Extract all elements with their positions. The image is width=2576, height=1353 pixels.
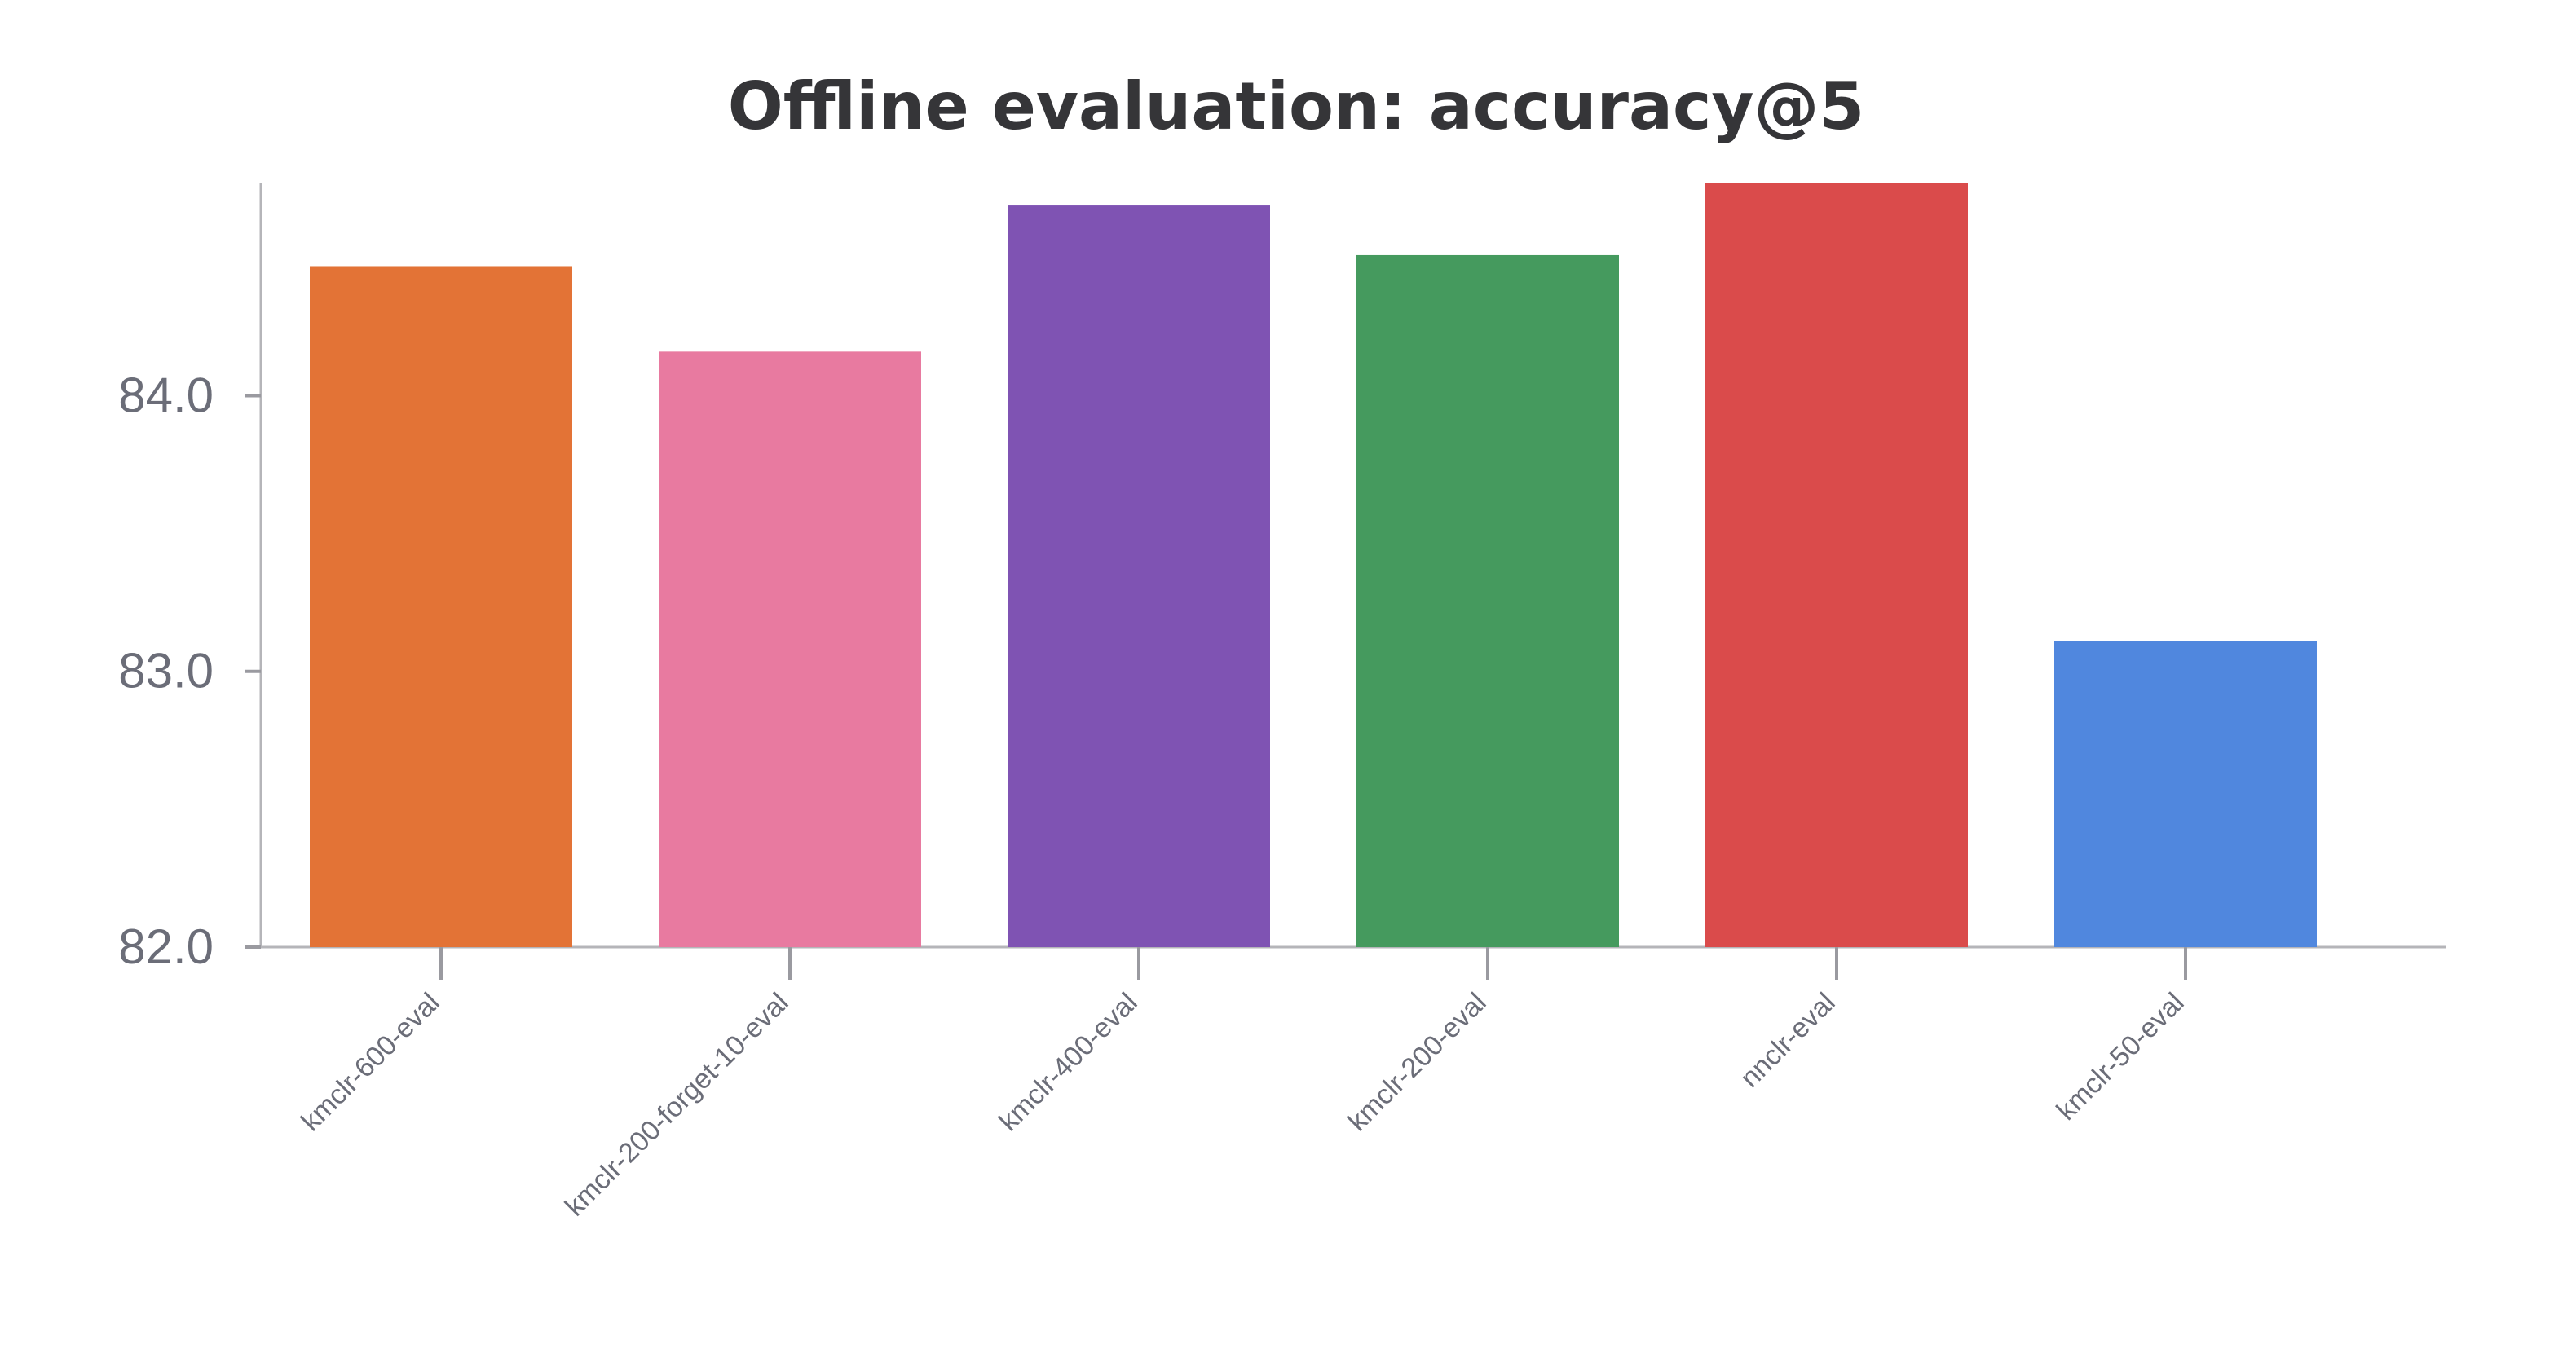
x-axis: kmclr-600-eval kmclr-200-forget-10-eval km…: [261, 945, 2446, 1223]
y-axis: 82.0 83.0 84.0: [118, 183, 262, 974]
x-tick-label: kmclr-200-forget-10-eval: [559, 987, 795, 1223]
y-tick-label: 84.0: [118, 368, 214, 422]
bar-nnclr-eval: [1705, 183, 1968, 947]
y-tick-label: 82.0: [118, 919, 214, 974]
x-tick-label: kmclr-50-eval: [2051, 987, 2190, 1126]
bar-kmclr-600-eval: [310, 266, 572, 948]
bar-kmclr-400-eval: [1008, 205, 1270, 947]
chart-title: Offline evaluation: accuracy@5: [728, 68, 1864, 144]
bar-kmclr-200-forget-10-eval: [659, 351, 921, 947]
bar-kmclr-200-eval: [1356, 254, 1619, 947]
x-tick-label: kmclr-600-eval: [295, 987, 446, 1138]
bar-kmclr-50-eval: [2054, 641, 2317, 947]
x-tick-label: nnclr-eval: [1735, 987, 1842, 1094]
bars: [310, 183, 2317, 948]
x-tick-label: kmclr-400-eval: [993, 987, 1144, 1138]
x-tick-label: kmclr-200-eval: [1342, 987, 1493, 1138]
y-tick-label: 83.0: [118, 644, 214, 699]
